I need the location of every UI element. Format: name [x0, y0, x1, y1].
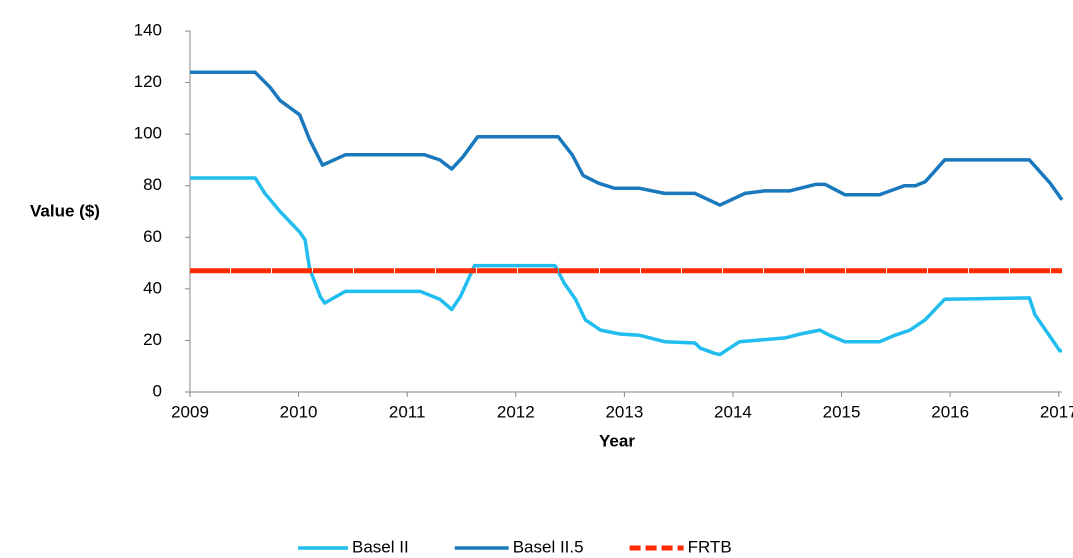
x-tick-label: 2013: [605, 402, 643, 421]
x-tick-label: 2010: [280, 402, 318, 421]
legend-label: FRTB: [688, 537, 732, 556]
x-tick-label: 2017: [1040, 402, 1073, 421]
x-axis-label: Year: [599, 431, 635, 450]
y-tick-label: 100: [134, 124, 162, 143]
line-solid: [190, 176, 1062, 357]
x-tick-label: 2012: [497, 402, 535, 421]
y-tick-label: 140: [134, 20, 162, 39]
legend-label: Basel II: [352, 537, 409, 556]
y-tick-label: 120: [134, 72, 162, 91]
y-tick-label: 0: [153, 381, 162, 400]
legend-label: Basel II.5: [513, 537, 584, 556]
y-tick-label: 60: [143, 227, 162, 246]
y-tick-label: 20: [143, 330, 162, 349]
y-tick-label: 80: [143, 175, 162, 194]
y-axis-label: Value ($): [30, 201, 100, 220]
line-solid: [190, 70, 1064, 207]
x-tick-label: 2015: [823, 402, 861, 421]
x-tick-label: 2009: [171, 402, 209, 421]
x-tick-label: 2014: [714, 402, 752, 421]
y-tick-label: 40: [143, 278, 162, 297]
x-tick-label: 2011: [389, 402, 426, 421]
x-tick-label: 2016: [931, 402, 969, 421]
